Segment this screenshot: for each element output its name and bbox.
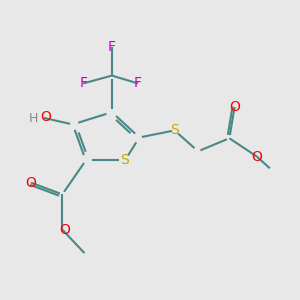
Text: F: F [108, 40, 116, 54]
Text: S: S [170, 123, 179, 137]
Text: O: O [26, 176, 36, 190]
Text: F: F [134, 76, 142, 90]
Text: H: H [29, 112, 38, 125]
Text: O: O [59, 223, 70, 237]
Text: O: O [41, 110, 52, 124]
Text: F: F [79, 76, 87, 90]
Text: O: O [251, 149, 262, 164]
Text: O: O [229, 100, 240, 114]
Text: S: S [121, 153, 129, 167]
